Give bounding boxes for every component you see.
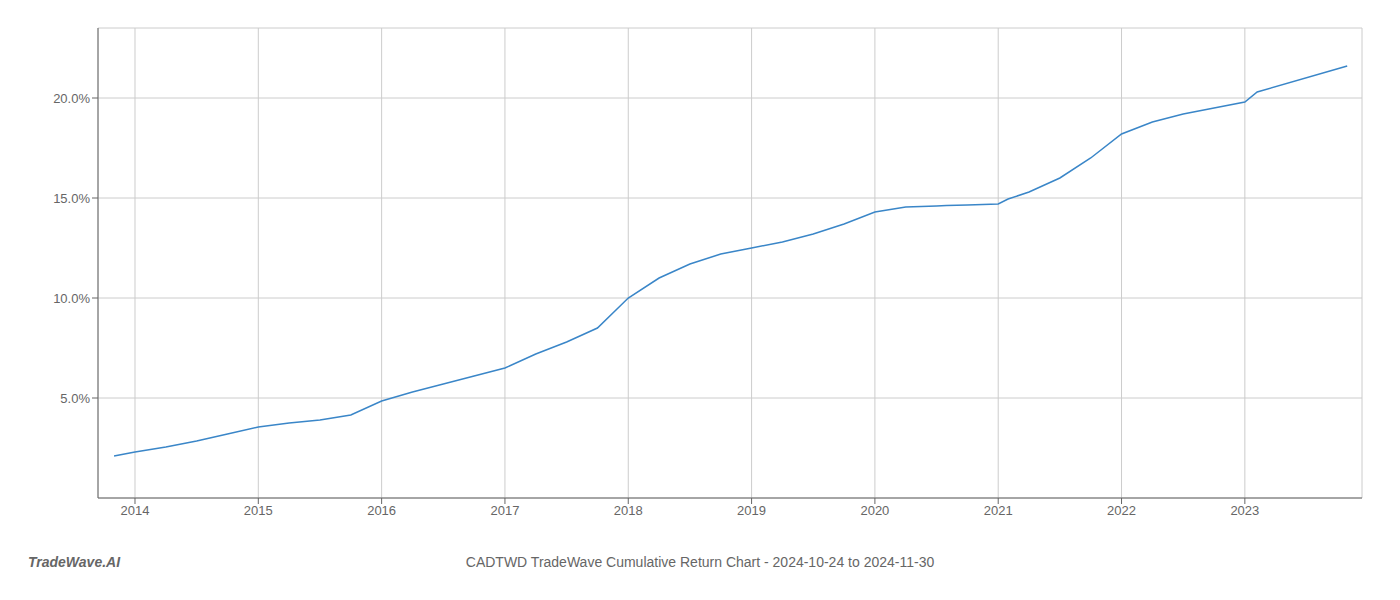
svg-text:10.0%: 10.0% (53, 291, 90, 306)
svg-text:2016: 2016 (367, 503, 396, 518)
svg-text:2020: 2020 (860, 503, 889, 518)
svg-text:2018: 2018 (614, 503, 643, 518)
svg-text:2014: 2014 (121, 503, 150, 518)
html-text:TradeWave.AI: TradeWave.AI (28, 554, 121, 570)
svg-text:2022: 2022 (1107, 503, 1136, 518)
svg-text:2015: 2015 (244, 503, 273, 518)
svg-text:2019: 2019 (737, 503, 766, 518)
svg-text:20.0%: 20.0% (53, 91, 90, 106)
svg-text:5.0%: 5.0% (60, 391, 90, 406)
html-text:CADTWD TradeWave Cumulative Re: CADTWD TradeWave Cumulative Return Chart… (465, 554, 935, 570)
svg-text:2023: 2023 (1230, 503, 1259, 518)
svg-text:15.0%: 15.0% (53, 191, 90, 206)
svg-text:2021: 2021 (984, 503, 1013, 518)
svg-text:2017: 2017 (490, 503, 519, 518)
